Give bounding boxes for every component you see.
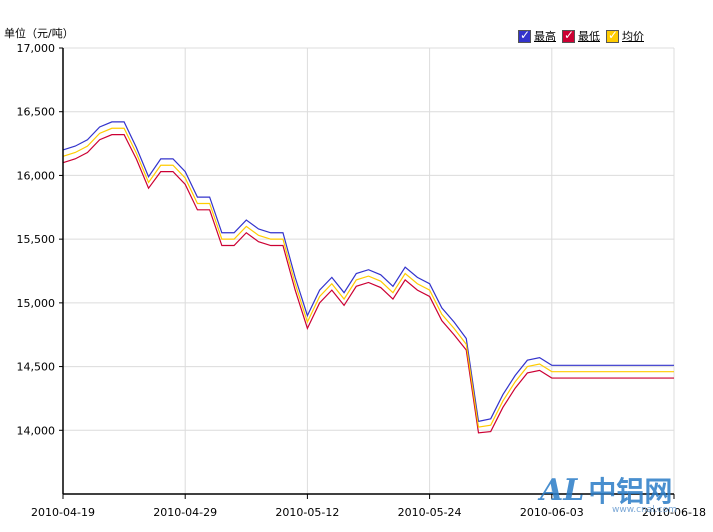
x-tick-label: 2010-05-12 — [275, 506, 339, 519]
x-tick-label: 2010-04-19 — [31, 506, 95, 519]
check-icon: ✓ — [520, 27, 531, 42]
x-tick-label: 2010-04-29 — [153, 506, 217, 519]
legend-item-low[interactable]: ✓ 最低 — [562, 28, 600, 44]
x-axis-ticks: 2010-04-19 2010-04-29 2010-05-12 2010-05-24… — [31, 494, 706, 519]
x-tick-label: 2010-05-24 — [398, 506, 462, 519]
legend-item-high[interactable]: ✓ 最高 — [518, 28, 556, 44]
watermark: AL 中铝网 — [540, 470, 672, 510]
watermark-url: www.cnal.com — [612, 505, 677, 515]
y-tick-label: 17,000 — [17, 42, 56, 55]
series-lines — [62, 121, 674, 434]
legend-label-avg[interactable]: 均价 — [622, 30, 644, 43]
series-line-3 — [62, 127, 674, 428]
legend-label-high[interactable]: 最高 — [534, 30, 556, 43]
x-tick-label: 2010-06-18 — [642, 506, 706, 519]
legend-label-low[interactable]: 最低 — [578, 30, 600, 43]
y-tick-label: 14,000 — [17, 424, 56, 437]
watermark-logo: AL — [540, 472, 585, 508]
legend: ✓ 最高 ✓ 最低 ✓ 均价 — [518, 28, 650, 44]
y-tick-label: 15,500 — [17, 233, 56, 246]
y-tick-label: 16,500 — [17, 106, 56, 119]
y-axis-ticks: 14,000 14,500 15,000 15,500 16,000 16,500 17,0… — [17, 42, 63, 437]
checkbox-low[interactable]: ✓ — [562, 27, 575, 43]
y-axis-unit-label: 单位（元/吨） — [4, 27, 74, 40]
check-icon: ✓ — [564, 27, 575, 42]
series-line-2 — [62, 134, 674, 434]
grid-lines — [62, 47, 675, 494]
checkbox-high[interactable]: ✓ — [518, 27, 531, 43]
y-tick-label: 16,000 — [17, 169, 56, 182]
watermark-text: 中铝网 — [588, 475, 673, 508]
legend-item-avg[interactable]: ✓ 均价 — [606, 28, 644, 44]
axes — [62, 48, 674, 495]
x-tick-label: 2010-06-03 — [520, 506, 584, 519]
series-line-1 — [62, 121, 674, 423]
y-tick-label: 14,500 — [17, 361, 56, 374]
checkbox-avg[interactable]: ✓ — [606, 27, 619, 43]
y-tick-label: 15,000 — [17, 297, 56, 310]
check-icon: ✓ — [608, 27, 619, 42]
